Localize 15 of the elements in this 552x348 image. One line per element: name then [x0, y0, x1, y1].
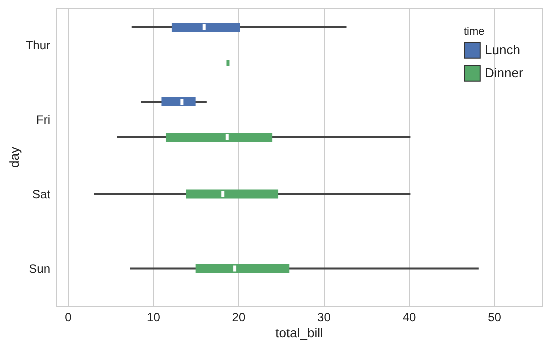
legend-label: Lunch: [485, 42, 520, 58]
legend-label: Dinner: [485, 66, 524, 80]
x-tick-label: 30: [318, 310, 332, 324]
x-tick-label: 20: [232, 310, 246, 324]
y-tick-label: Thur: [26, 38, 50, 52]
x-tick-label: 50: [488, 310, 502, 324]
y-tick-label: Sat: [32, 187, 52, 202]
x-tick-label: 10: [147, 310, 161, 324]
legend-title: time: [464, 26, 485, 38]
y-axis-title: day: [6, 146, 22, 168]
x-tick-label: 0: [65, 310, 72, 324]
x-axis-title: total_bill: [276, 326, 324, 340]
y-tick-label: Fri: [36, 112, 50, 127]
x-tick-label: 40: [402, 310, 416, 324]
y-tick-label: Sun: [29, 262, 50, 276]
